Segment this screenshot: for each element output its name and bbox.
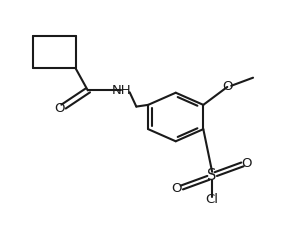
Text: S: S <box>207 168 217 183</box>
Text: O: O <box>222 80 233 93</box>
Text: Cl: Cl <box>206 193 218 206</box>
Text: O: O <box>241 157 252 170</box>
Text: O: O <box>172 182 182 195</box>
Text: O: O <box>55 102 65 115</box>
Text: NH: NH <box>111 84 131 97</box>
